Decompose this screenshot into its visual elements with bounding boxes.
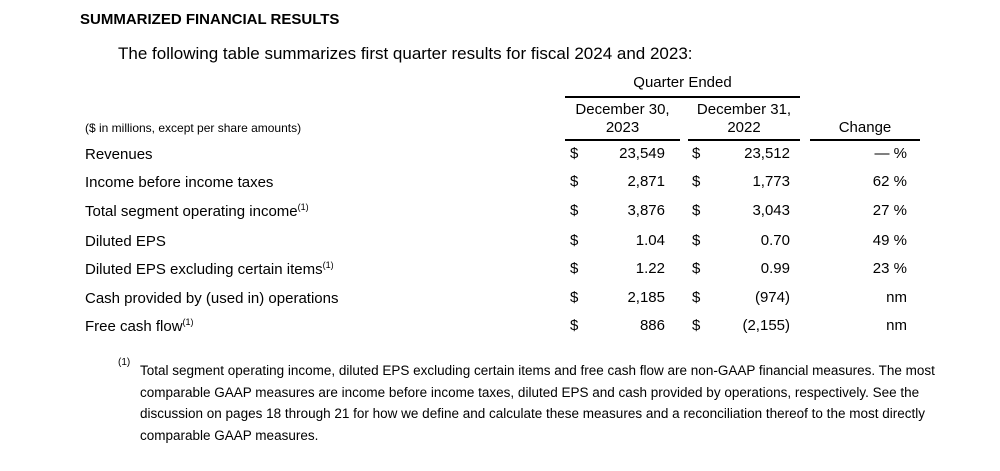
change-value: — % [874, 145, 907, 162]
currency-symbol: $ [570, 232, 579, 249]
value-2022: 0.70 [760, 232, 790, 249]
value-2023: 2,871 [627, 173, 665, 190]
row-label: Total segment operating income(1) [85, 202, 309, 220]
footnote-text: Total segment operating income, diluted … [140, 363, 935, 443]
row-label-text: Total segment operating income [85, 203, 298, 220]
value-2022: 1,773 [752, 173, 790, 190]
footnote-ref: (1) [297, 202, 309, 212]
currency-symbol: $ [692, 202, 701, 219]
row-label: Diluted EPS excluding certain items(1) [85, 260, 334, 278]
value-2022: (2,155) [742, 317, 790, 334]
row-label: Free cash flow(1) [85, 317, 194, 335]
currency-symbol: $ [692, 260, 701, 277]
value-2022: (974) [754, 289, 790, 306]
value-2023: 2,185 [627, 289, 665, 306]
row-label-text: Income before income taxes [85, 174, 274, 191]
row-label: Revenues [85, 145, 153, 163]
currency-symbol: $ [692, 289, 701, 306]
row-label: Diluted EPS [85, 232, 166, 250]
quarter-ended-header: Quarter Ended [633, 74, 732, 91]
currency-symbol: $ [692, 317, 701, 334]
change-value: 27 % [872, 202, 907, 219]
value-2023: 1.22 [635, 260, 665, 277]
currency-symbol: $ [570, 202, 579, 219]
value-2023: 23,549 [619, 145, 665, 162]
divider [810, 139, 920, 141]
footnote-marker: (1) [118, 357, 131, 368]
change-value: nm [886, 289, 907, 306]
table-row: Cash provided by (used in) operations $ … [0, 289, 1000, 313]
table-row: Total segment operating income(1) $ 3,87… [0, 202, 1000, 226]
currency-symbol: $ [570, 260, 579, 277]
change-value: 23 % [872, 260, 907, 277]
col-header-line: 2023 [605, 119, 640, 136]
row-label: Income before income taxes [85, 173, 273, 191]
value-2022: 0.99 [760, 260, 790, 277]
currency-symbol: $ [570, 145, 579, 162]
table-row: Free cash flow(1) $ 886 $ (2,155) nm [0, 317, 1000, 341]
section-title: SUMMARIZED FINANCIAL RESULTS [80, 11, 340, 28]
value-2022: 3,043 [752, 202, 790, 219]
col-header-line: December 30, [575, 101, 670, 118]
change-value: 49 % [872, 232, 907, 249]
divider [565, 139, 680, 141]
units-note: ($ in millions, except per share amounts… [85, 121, 302, 135]
value-2022: 23,512 [744, 145, 790, 162]
table-row: Diluted EPS $ 1.04 $ 0.70 49 % [0, 232, 1000, 256]
row-label-text: Diluted EPS [85, 233, 166, 250]
table-row: Revenues $ 23,549 $ 23,512 — % [0, 145, 1000, 169]
currency-symbol: $ [570, 289, 579, 306]
currency-symbol: $ [692, 173, 701, 190]
value-2023: 3,876 [627, 202, 665, 219]
row-label: Cash provided by (used in) operations [85, 289, 338, 307]
change-value: 62 % [872, 173, 907, 190]
divider [565, 96, 800, 98]
col-header-change: Change [838, 119, 892, 136]
currency-symbol: $ [692, 232, 701, 249]
row-label-text: Free cash flow [85, 318, 183, 335]
table-row: Income before income taxes $ 2,871 $ 1,7… [0, 173, 1000, 197]
col-header-line: 2022 [727, 119, 761, 136]
value-2023: 1.04 [635, 232, 665, 249]
currency-symbol: $ [570, 173, 579, 190]
value-2023: 886 [639, 317, 665, 334]
intro-text: The following table summarizes first qua… [118, 44, 693, 63]
currency-symbol: $ [570, 317, 579, 334]
col-header-2023: December 30, 2023 [565, 101, 680, 137]
row-label-text: Revenues [85, 146, 153, 163]
col-header-2022: December 31, 2022 [688, 101, 800, 137]
divider [688, 139, 800, 141]
change-value: nm [886, 317, 907, 334]
currency-symbol: $ [692, 145, 701, 162]
footnote-ref: (1) [322, 260, 334, 270]
footnote-ref: (1) [182, 317, 194, 327]
table-row: Diluted EPS excluding certain items(1) $… [0, 260, 1000, 284]
row-label-text: Diluted EPS excluding certain items [85, 261, 323, 278]
col-header-line: December 31, [696, 101, 792, 118]
row-label-text: Cash provided by (used in) operations [85, 290, 339, 307]
